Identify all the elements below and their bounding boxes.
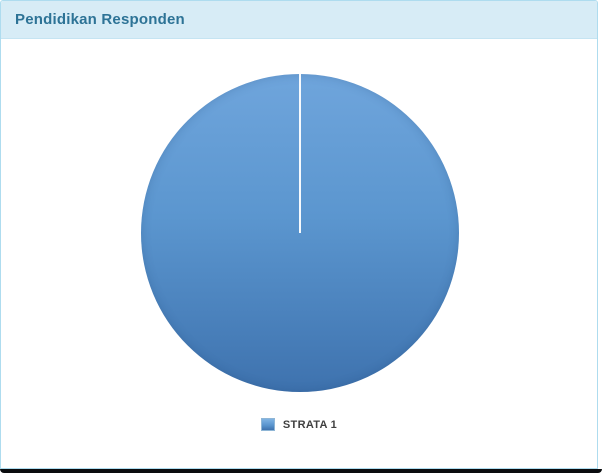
- pie-chart-area: STRATA 1: [1, 40, 597, 468]
- bottom-edge-bar: [0, 469, 602, 473]
- chart-card-header: Pendidikan Responden: [1, 1, 597, 39]
- chart-legend: STRATA 1: [1, 418, 597, 431]
- pie-slice-strata-1[interactable]: [141, 74, 459, 392]
- legend-item-label: STRATA 1: [282, 418, 338, 431]
- chart-title: Pendidikan Responden: [15, 11, 185, 28]
- legend-color-swatch-icon: [260, 418, 275, 431]
- legend-item-strata-1[interactable]: STRATA 1: [260, 418, 338, 431]
